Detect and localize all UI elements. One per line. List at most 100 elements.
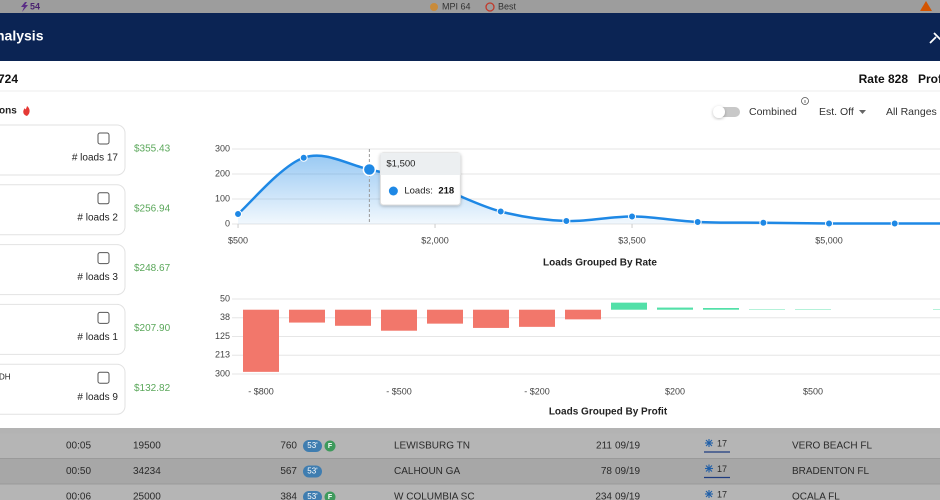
card-amount: $207.90	[134, 323, 171, 334]
bar	[335, 309, 371, 326]
y-tick-label: 200	[215, 168, 230, 178]
card	[0, 244, 126, 296]
cell-flag: F	[328, 443, 333, 450]
card-note: DH	[0, 372, 11, 381]
cell-origin: W COLUMBIA SC	[394, 492, 475, 500]
bar	[519, 309, 555, 327]
checkbox[interactable]	[97, 311, 110, 324]
rate-chart: 0 100 200 300 $500 $2,000 $3,500 $5,000 Loads Gr…	[215, 143, 940, 269]
point	[362, 162, 377, 177]
cell-dest: BRADENTON FL	[792, 466, 869, 477]
line	[237, 154, 940, 225]
cell-time: 00:05	[66, 441, 91, 452]
point	[693, 218, 702, 226]
flag-badge	[324, 491, 336, 500]
point	[890, 219, 899, 228]
y-tick-label: 100	[215, 193, 230, 203]
cell-origin: LEWISBURG TN	[394, 441, 470, 452]
y-tick-label: 125	[215, 331, 230, 341]
cell-date: 09/19	[615, 466, 640, 477]
table: 00:05 19500 760 53' F LEWISBURG TN 211 09/19 17 V…	[0, 433, 940, 500]
cell-miles: 234	[595, 492, 612, 500]
table-row	[0, 484, 940, 500]
checkbox[interactable]	[97, 132, 110, 145]
cell-trailer: 53'	[307, 441, 318, 450]
card-amount: $248.67	[134, 263, 171, 274]
point	[234, 210, 243, 218]
x-tick-label: $5,000	[815, 235, 843, 245]
bar	[289, 309, 325, 323]
cell-price: 34234	[133, 466, 161, 477]
card-loads: # loads 17	[72, 153, 119, 164]
cell-rate: 760	[280, 441, 297, 452]
fire-icon	[23, 106, 30, 116]
range-select[interactable]: All Ranges	[886, 106, 937, 118]
mpi-icon	[430, 3, 438, 11]
combined-toggle[interactable]	[713, 106, 740, 118]
cell-miles: 78	[601, 466, 613, 477]
cell-time: 00:06	[66, 492, 91, 500]
table-row	[0, 459, 940, 484]
tooltip-header	[380, 153, 461, 175]
tooltip-swatch	[388, 186, 398, 196]
cell-date: 09/19	[615, 492, 640, 500]
y-tick-label: 0	[225, 218, 230, 228]
area	[238, 155, 940, 224]
card-loads: # loads 2	[77, 212, 118, 223]
cell-flag: F	[328, 494, 333, 500]
card-amount: $256.94	[134, 203, 171, 214]
tooltip-title: $1,500	[386, 159, 415, 170]
checkbox[interactable]	[97, 192, 110, 205]
tooltip-value: 218	[438, 186, 454, 197]
card	[0, 363, 126, 415]
cell-date: 09/19	[615, 441, 640, 452]
card-list: # loads 17 $355.43 # loads 2 $256.94 # loads…	[0, 124, 171, 415]
checkbox[interactable]	[97, 252, 110, 265]
pin-button[interactable]	[929, 32, 940, 44]
x-tick-label: $2,000	[421, 235, 449, 245]
reefer-icon	[705, 439, 713, 447]
cell-trailer: 53'	[307, 467, 318, 476]
card-loads: # loads 1	[77, 332, 118, 343]
point	[628, 212, 637, 221]
cell-count: 17	[717, 464, 727, 474]
profit-summary: Prof	[918, 72, 940, 86]
status-badge: 54	[30, 1, 40, 11]
info-icon[interactable]	[801, 97, 809, 105]
x-tick-label: $500	[803, 386, 823, 396]
status-mpi: MPI 64	[442, 1, 471, 11]
x-tick-label: - $200	[524, 386, 550, 396]
x-tick-label: $500	[228, 235, 248, 245]
bolt-icon	[21, 2, 28, 12]
cell-dest: OCALA FL	[792, 492, 840, 500]
point	[825, 219, 834, 228]
y-tick-label: 213	[215, 350, 230, 360]
cell-rate: 384	[280, 492, 297, 500]
point	[496, 207, 505, 216]
x-tick-label: - $800	[248, 386, 274, 396]
load-id: 724	[0, 72, 18, 86]
rate-summary: Rate 828	[859, 72, 909, 86]
tooltip-label: Loads:	[404, 186, 433, 197]
cell-trailer: 53'	[307, 492, 318, 500]
toggle-label: Combined	[749, 106, 797, 118]
chart-title: Loads Grouped By Rate	[543, 258, 657, 269]
table-row	[0, 433, 940, 459]
cell-price: 25000	[133, 492, 161, 500]
card-loads: # loads 9	[77, 392, 118, 403]
cell-dest: VERO BEACH FL	[792, 441, 872, 452]
card	[0, 184, 126, 236]
y-tick-label: 38	[220, 312, 230, 322]
status-best: Best	[498, 1, 517, 11]
cell-count: 17	[717, 489, 727, 499]
estimate-select[interactable]: Est. Off	[819, 106, 854, 118]
point	[299, 153, 308, 162]
bar	[565, 309, 601, 320]
cell-count: 17	[717, 438, 727, 448]
checkbox[interactable]	[97, 371, 110, 384]
trailer-badge	[303, 440, 322, 452]
y-tick-label: 300	[215, 368, 230, 378]
modal-header	[0, 13, 940, 61]
